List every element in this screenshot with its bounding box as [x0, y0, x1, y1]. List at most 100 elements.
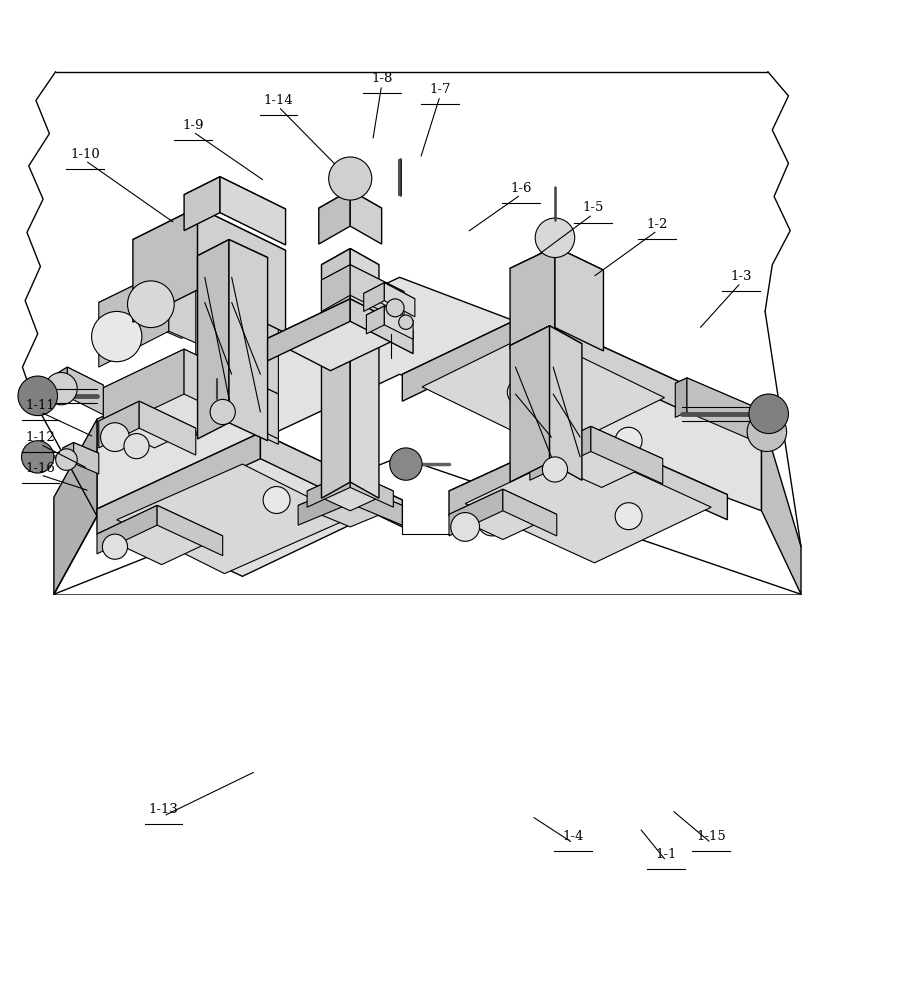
Text: 1-4: 1-4 — [562, 830, 584, 843]
Polygon shape — [63, 443, 74, 469]
Polygon shape — [260, 433, 402, 527]
Polygon shape — [133, 207, 198, 322]
Polygon shape — [364, 283, 415, 310]
Circle shape — [386, 299, 404, 317]
Circle shape — [116, 520, 145, 548]
Polygon shape — [364, 283, 384, 311]
Circle shape — [22, 441, 54, 473]
Circle shape — [615, 427, 642, 454]
Text: 1-15: 1-15 — [696, 830, 726, 843]
Polygon shape — [307, 471, 350, 507]
Polygon shape — [675, 378, 770, 419]
Polygon shape — [321, 265, 350, 311]
Polygon shape — [530, 426, 663, 487]
Polygon shape — [169, 268, 251, 367]
Polygon shape — [550, 326, 582, 480]
Circle shape — [45, 372, 77, 405]
Polygon shape — [350, 265, 404, 322]
Polygon shape — [449, 489, 557, 540]
Polygon shape — [56, 367, 103, 392]
Polygon shape — [422, 333, 665, 452]
Polygon shape — [268, 299, 350, 361]
Polygon shape — [402, 313, 530, 401]
Text: 1-2: 1-2 — [647, 218, 668, 231]
Polygon shape — [530, 313, 682, 410]
Polygon shape — [99, 268, 251, 338]
Polygon shape — [103, 349, 278, 433]
Polygon shape — [67, 367, 103, 415]
Circle shape — [56, 449, 77, 470]
Polygon shape — [591, 426, 663, 484]
Polygon shape — [74, 443, 99, 474]
Circle shape — [390, 448, 422, 480]
Text: 1-10: 1-10 — [70, 148, 101, 161]
Circle shape — [747, 412, 787, 452]
Polygon shape — [99, 401, 196, 448]
Circle shape — [451, 513, 480, 541]
Polygon shape — [384, 283, 415, 317]
Polygon shape — [198, 207, 286, 333]
Polygon shape — [97, 433, 402, 576]
Text: 1-7: 1-7 — [429, 83, 451, 96]
Circle shape — [478, 507, 506, 536]
Polygon shape — [56, 367, 67, 403]
Text: 1-16: 1-16 — [25, 462, 56, 475]
Polygon shape — [582, 430, 727, 520]
Circle shape — [18, 376, 57, 416]
Polygon shape — [384, 306, 413, 339]
Polygon shape — [220, 177, 286, 245]
Circle shape — [92, 311, 142, 362]
Polygon shape — [350, 190, 382, 244]
Polygon shape — [510, 247, 603, 292]
Polygon shape — [99, 401, 139, 448]
Text: 1-1: 1-1 — [656, 848, 677, 861]
Text: 1-14: 1-14 — [263, 94, 294, 107]
Circle shape — [102, 534, 128, 559]
Circle shape — [128, 281, 174, 328]
Polygon shape — [366, 306, 384, 334]
Polygon shape — [350, 471, 393, 507]
Text: 1-12: 1-12 — [25, 431, 56, 444]
Polygon shape — [449, 489, 503, 536]
Circle shape — [210, 399, 235, 425]
Polygon shape — [510, 247, 555, 349]
Polygon shape — [762, 415, 801, 594]
Polygon shape — [97, 277, 762, 516]
Polygon shape — [97, 505, 223, 565]
Text: 1-6: 1-6 — [510, 182, 532, 195]
Polygon shape — [184, 177, 220, 231]
Polygon shape — [350, 249, 379, 498]
Text: 1-13: 1-13 — [148, 803, 179, 816]
Polygon shape — [321, 249, 350, 498]
Polygon shape — [117, 464, 350, 574]
Circle shape — [535, 218, 575, 258]
Polygon shape — [224, 250, 278, 444]
Polygon shape — [99, 268, 169, 367]
Circle shape — [329, 157, 372, 200]
Polygon shape — [465, 448, 711, 563]
Polygon shape — [229, 240, 268, 441]
Polygon shape — [97, 505, 157, 554]
Text: 1-11: 1-11 — [25, 399, 56, 412]
Polygon shape — [63, 443, 99, 459]
Polygon shape — [196, 250, 224, 435]
Polygon shape — [687, 378, 770, 448]
Polygon shape — [319, 190, 350, 244]
Polygon shape — [510, 326, 550, 482]
Polygon shape — [449, 430, 727, 556]
Polygon shape — [350, 299, 413, 354]
Polygon shape — [184, 177, 286, 227]
Circle shape — [542, 457, 568, 482]
Text: 1-8: 1-8 — [371, 72, 392, 85]
Polygon shape — [307, 471, 393, 511]
Polygon shape — [503, 489, 557, 536]
Text: 1-3: 1-3 — [730, 270, 752, 283]
Text: 1-9: 1-9 — [182, 119, 204, 132]
Polygon shape — [530, 426, 591, 480]
Circle shape — [749, 394, 788, 434]
Circle shape — [263, 487, 290, 513]
Polygon shape — [103, 349, 184, 433]
Circle shape — [399, 315, 413, 329]
Polygon shape — [157, 505, 223, 556]
Polygon shape — [184, 349, 278, 439]
